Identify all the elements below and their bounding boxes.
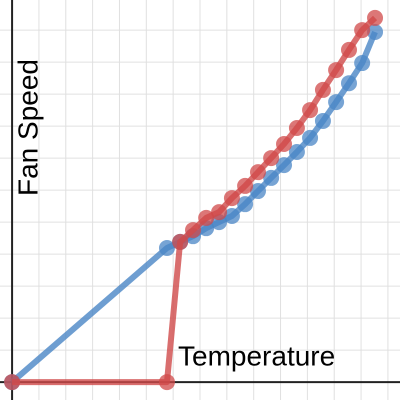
- data-point: [367, 9, 384, 26]
- data-point: [223, 208, 240, 224]
- data-point: [185, 222, 202, 239]
- data-point: [302, 102, 319, 119]
- data-point: [354, 22, 371, 39]
- data-point: [302, 129, 319, 146]
- data-point: [4, 374, 21, 391]
- data-point: [328, 62, 345, 79]
- data-point: [276, 136, 293, 152]
- y-axis-label: Fan Speed: [12, 59, 43, 196]
- data-point: [249, 183, 266, 200]
- data-point: [276, 157, 293, 174]
- data-point: [354, 55, 371, 72]
- data-point: [172, 233, 189, 250]
- data-point: [211, 204, 228, 221]
- data-point: [249, 164, 266, 181]
- data-point: [340, 41, 357, 58]
- data-point: [158, 374, 175, 391]
- data-point: [263, 150, 280, 167]
- x-axis-label: Temperature: [178, 340, 335, 371]
- data-point: [314, 81, 331, 98]
- data-point: [198, 209, 215, 226]
- data-point: [340, 75, 357, 92]
- data-point: [158, 240, 175, 256]
- data-point: [288, 144, 305, 160]
- data-point: [237, 196, 254, 213]
- plot: [4, 9, 384, 391]
- data-point: [288, 120, 305, 136]
- data-point: [314, 112, 331, 129]
- series-line: [12, 15, 378, 386]
- data-point: [328, 94, 345, 111]
- data-point: [263, 169, 280, 186]
- data-point: [237, 177, 254, 194]
- data-point: [367, 24, 384, 40]
- data-point: [223, 190, 240, 207]
